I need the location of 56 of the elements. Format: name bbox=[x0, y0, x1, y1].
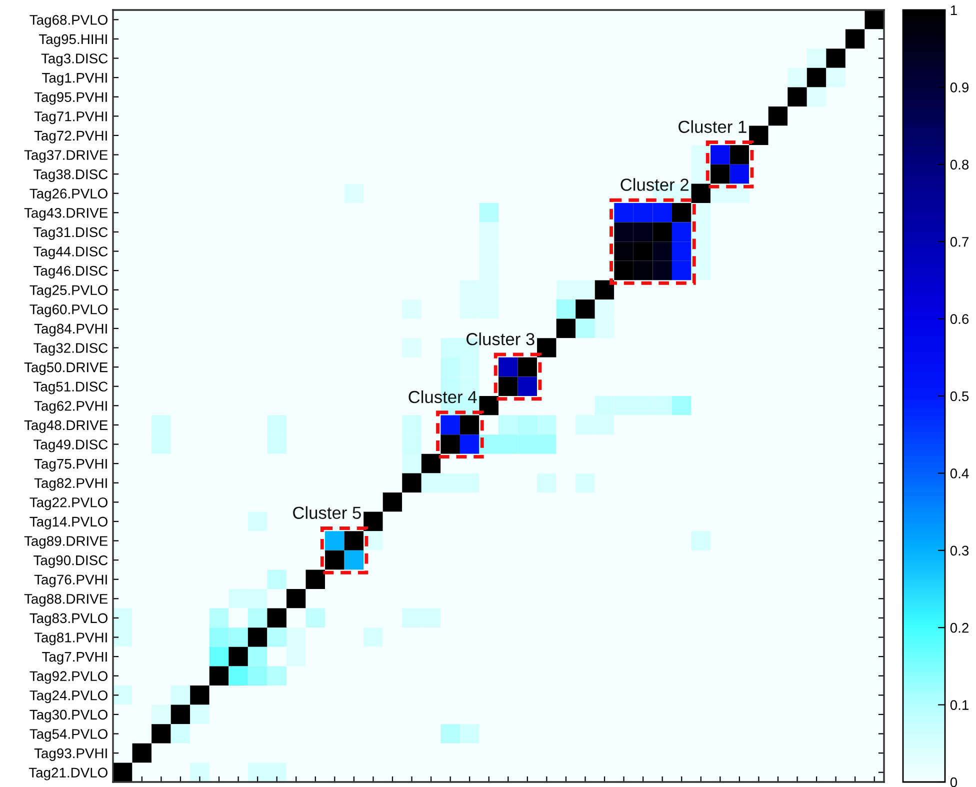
y-tick-label: Tag82.PVHI bbox=[34, 478, 107, 491]
color-bar-label: 0.6 bbox=[950, 314, 969, 324]
y-tick-label: Tag83.PVLO bbox=[30, 613, 108, 626]
y-tick-label: Tag51.DISC bbox=[34, 382, 108, 394]
y-tick-label: Tag95.PVHI bbox=[34, 92, 107, 105]
y-tick-label: Tag50.DRIVE bbox=[24, 362, 108, 375]
color-bar-label: 0.8 bbox=[950, 160, 969, 170]
y-tick-label: Tag26.PVLO bbox=[30, 188, 108, 202]
y-tick-label: Tag46.DISC bbox=[34, 266, 108, 278]
y-tick-label: Tag92.PVLO bbox=[30, 671, 108, 684]
y-tick-label: Tag37.DRIVE bbox=[24, 150, 108, 163]
y-tick-label: Tag95.HIHI bbox=[38, 34, 107, 47]
y-tick-label: Tag93.PVHI bbox=[34, 748, 107, 761]
y-tick-label: Tag32.DISC bbox=[34, 343, 108, 356]
y-tick-label: Tag88.DRIVE bbox=[24, 594, 108, 607]
y-tick-label: Tag75.PVHI bbox=[34, 459, 107, 472]
color-bar-label: 0.7 bbox=[950, 236, 968, 247]
color-bar-label: 0.2 bbox=[950, 622, 968, 633]
y-tick-label: Tag14.PVLO bbox=[30, 516, 108, 530]
y-tick-label: Tag54.PVLO bbox=[30, 729, 108, 742]
color-bar-label: 0.5 bbox=[950, 391, 969, 402]
y-tick-label: Tag7.PVHI bbox=[42, 652, 107, 664]
y-tick-label: Tag72.PVHI bbox=[34, 130, 107, 144]
y-tick-label: Tag43.DRIVE bbox=[24, 208, 108, 221]
y-tick-label: Tag3.DISC bbox=[41, 54, 108, 66]
y-tick-label: Tag71.PVHI bbox=[34, 112, 107, 124]
y-tick-label: Tag49.DISC bbox=[34, 440, 108, 452]
y-tick-label: Tag22.PVLO bbox=[30, 497, 108, 510]
y-tick-label: Tag76.PVHI bbox=[34, 574, 107, 588]
annotation: Cluster 4 bbox=[408, 390, 477, 404]
y-tick-label: Tag48.DRIVE bbox=[24, 420, 108, 433]
annotation: Cluster 1 bbox=[678, 120, 746, 133]
y-tick-label: Tag31.DISC bbox=[34, 227, 108, 240]
annotation: Cluster 2 bbox=[620, 178, 688, 191]
y-tick-label: Tag81.PVHI bbox=[34, 632, 107, 646]
color-bar-label: 0.3 bbox=[950, 546, 969, 556]
y-tick-label: Tag38.DISC bbox=[34, 169, 108, 182]
color-bar-label: 1 bbox=[950, 5, 957, 16]
annotation: Cluster 5 bbox=[293, 506, 361, 519]
y-tick-label: Tag84.PVHI bbox=[34, 324, 107, 336]
y-tick-label: Tag44.DISC bbox=[34, 246, 108, 260]
annotation: Cluster 3 bbox=[466, 332, 534, 346]
y-tick-label: Tag24.PVLO bbox=[30, 690, 108, 704]
y-tick-label: Tag30.PVLO bbox=[30, 710, 108, 722]
y-tick-label: Tag62.PVHI bbox=[34, 400, 107, 414]
color-bar-label: 0 bbox=[950, 777, 958, 787]
y-tick-label: Tag90.DISC bbox=[34, 555, 108, 568]
y-tick-label: Tag89.DRIVE bbox=[24, 536, 108, 549]
color-bar-label: 0.1 bbox=[950, 700, 968, 710]
y-tick-label: Tag1.PVHI bbox=[42, 73, 107, 86]
y-tick-label: Tag68.PVLO bbox=[30, 14, 108, 28]
color-bar-label: 0.4 bbox=[950, 468, 969, 478]
color-bar-label: 0.9 bbox=[950, 82, 969, 92]
y-tick-label: Tag60.PVLO bbox=[30, 304, 108, 318]
y-tick-label: Tag21.DVLO bbox=[28, 768, 108, 780]
y-tick-label: Tag25.PVLO bbox=[30, 285, 108, 298]
